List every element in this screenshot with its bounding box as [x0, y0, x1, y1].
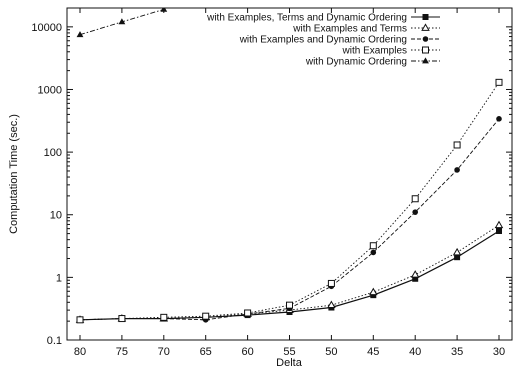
plot-frame	[66, 7, 513, 341]
legend: with Examples, Terms and Dynamic Orderin…	[206, 13, 440, 68]
legend-label: with Dynamic Ordering	[305, 57, 407, 68]
legend-label: with Examples and Dynamic Ordering	[239, 35, 407, 46]
series-line	[79, 224, 500, 321]
x-tick-label: 55	[283, 346, 295, 358]
data-point	[327, 300, 336, 309]
data-point	[412, 275, 419, 282]
legend-label: with Examples	[342, 46, 407, 57]
data-point	[454, 254, 461, 261]
data-point	[76, 31, 84, 38]
y-tick-label: 1	[56, 272, 62, 284]
y-tick-label: 10	[50, 210, 62, 222]
data-point	[370, 249, 377, 256]
x-tick-label: 30	[493, 346, 505, 358]
data-point	[370, 292, 377, 299]
data-point	[118, 315, 126, 323]
x-tick-label: 65	[200, 346, 212, 358]
x-tick-label: 60	[241, 346, 253, 358]
x-tick-label: 80	[74, 346, 86, 358]
data-point	[496, 116, 502, 122]
data-point	[369, 287, 378, 296]
y-tick-label: 10000	[31, 22, 62, 34]
data-point	[160, 313, 168, 321]
data-point	[452, 247, 462, 256]
x-tick-label: 75	[116, 346, 128, 358]
axis-ticks: 80 75 70 65 60 55 50 45 40 35 30 0.1 1 10 100 1000 10000	[31, 8, 512, 358]
x-axis-title: Delta	[276, 357, 303, 369]
data-point	[244, 309, 252, 317]
legend-marker	[421, 23, 430, 31]
data-point	[410, 270, 420, 278]
legend-marker	[422, 46, 429, 54]
x-tick-label: 45	[367, 346, 379, 358]
data-point	[412, 209, 419, 215]
legend-label: with Examples and Terms	[292, 24, 407, 35]
x-tick-label: 35	[451, 346, 463, 358]
series-markers	[75, 8, 504, 324]
data-point	[369, 242, 377, 250]
y-tick-label: 0.1	[47, 335, 62, 347]
data-point	[494, 220, 504, 229]
y-tick-label: 100	[44, 147, 62, 159]
x-tick-label: 40	[409, 346, 421, 358]
legend-marker	[422, 57, 429, 64]
legend-marker	[422, 14, 429, 20]
data-point	[202, 312, 210, 320]
x-tick-label: 70	[158, 346, 170, 358]
data-point	[160, 8, 168, 12]
data-point	[76, 316, 84, 324]
data-point	[453, 141, 461, 149]
y-tick-label: 1000	[38, 84, 62, 96]
data-point	[454, 167, 460, 173]
data-point	[495, 78, 503, 86]
data-point	[327, 279, 335, 287]
legend-label: with Examples, Terms and Dynamic Orderin…	[206, 13, 407, 24]
data-point	[411, 195, 419, 203]
data-point	[286, 301, 293, 309]
data-point	[118, 18, 126, 25]
y-axis-title: Computation Time (sec.)	[8, 114, 20, 234]
x-tick-label: 50	[325, 346, 337, 358]
data-point	[496, 228, 502, 235]
legend-marker	[422, 36, 429, 42]
